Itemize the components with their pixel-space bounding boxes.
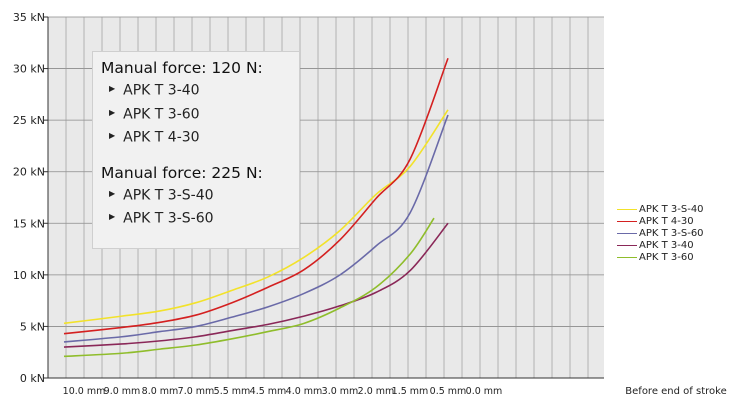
callout-item-label: APK T 3-40 [123, 82, 200, 99]
legend-label: APK T 3-S-40 [639, 203, 704, 215]
legend-label: APK T 3-60 [639, 251, 694, 263]
x-tick-label: 9.0 mm [104, 386, 141, 397]
x-tick-label: 0.0 mm [466, 386, 503, 397]
series-line-apk-t-4-30 [63, 57, 449, 335]
x-tick-label: 10.0 mm [63, 386, 106, 397]
legend-entry: APK T 3-40 [617, 239, 704, 251]
callout-group1-title: Manual force: 120 N: [101, 59, 263, 77]
callout-item-label: APK T 4-30 [123, 129, 200, 146]
legend-swatch [617, 232, 637, 234]
x-tick-label: 5.5 mm [214, 386, 251, 397]
y-tick-label: 0 kN [20, 372, 45, 385]
legend-label: APK T 4-30 [639, 215, 694, 227]
y-tick-label: 20 kN [13, 166, 45, 179]
x-tick-label: 4.0 mm [286, 386, 323, 397]
bullet-icon: ▶ [109, 84, 116, 93]
x-tick-label: 0.5 mm [430, 386, 467, 397]
legend-entry: APK T 3-S-40 [617, 203, 704, 215]
legend-label: APK T 3-S-60 [639, 227, 704, 239]
x-tick-label: 7.0 mm [178, 386, 215, 397]
callout-group2-title: Manual force: 225 N: [101, 163, 263, 182]
y-tick-label: 25 kN [13, 114, 45, 127]
y-tick-label: 5 kN [20, 320, 45, 333]
callout-item: ▶ APK T 4-30 [101, 126, 299, 150]
legend-swatch [617, 256, 637, 258]
legend-entry: APK T 4-30 [617, 215, 704, 227]
series-line-apk-t-3-s-60 [63, 114, 449, 343]
x-tick-label: 3.0 mm [322, 386, 359, 397]
y-tick-label: 35 kN [13, 11, 45, 24]
bullet-icon: ▶ [109, 188, 116, 198]
bullet-icon: ▶ [109, 212, 116, 221]
callout-item-label: APK T 3-S-40 [123, 187, 214, 203]
x-tick-label: 2.0 mm [358, 386, 395, 397]
y-tick-label: 10 kN [13, 269, 45, 282]
legend-label: APK T 3-40 [639, 239, 694, 251]
x-tick-label: 4.5 mm [250, 386, 287, 397]
series-legend: APK T 3-S-40 APK T 4-30 APK T 3-S-60 APK T … [617, 203, 704, 263]
series-line-apk-t-3-60 [63, 217, 435, 358]
callout-item-label: APK T 3-S-60 [123, 210, 214, 227]
y-tick-label: 30 kN [13, 63, 45, 76]
manual-force-callout: Manual force: 120 N: ▶ APK T 3-40 ▶ APK T … [92, 51, 300, 249]
callout-item: ▶ APK T 3-S-60 [101, 207, 299, 231]
callout-item: ▶ APK T 3-40 [101, 79, 299, 103]
bullet-icon: ▶ [109, 131, 116, 140]
legend-entry: APK T 3-S-60 [617, 227, 704, 239]
legend-swatch [617, 220, 637, 222]
series-line-apk-t-3-40 [63, 222, 449, 348]
legend-entry: APK T 3-60 [617, 251, 704, 263]
callout-item-label: APK T 3-60 [123, 106, 200, 122]
callout-item: ▶ APK T 3-60 [101, 103, 299, 127]
callout-item: ▶ APK T 3-S-40 [101, 184, 299, 208]
y-tick-label: 15 kN [13, 217, 45, 230]
bullet-icon: ▶ [109, 107, 116, 117]
x-tick-label: 8.0 mm [142, 386, 179, 397]
x-tick-label: 1.5 mm [392, 386, 429, 397]
series-line-apk-t-3-s-40 [63, 109, 449, 325]
x-axis-title: Before end of stroke [625, 386, 726, 397]
legend-swatch [617, 244, 637, 246]
legend-swatch [617, 208, 637, 210]
